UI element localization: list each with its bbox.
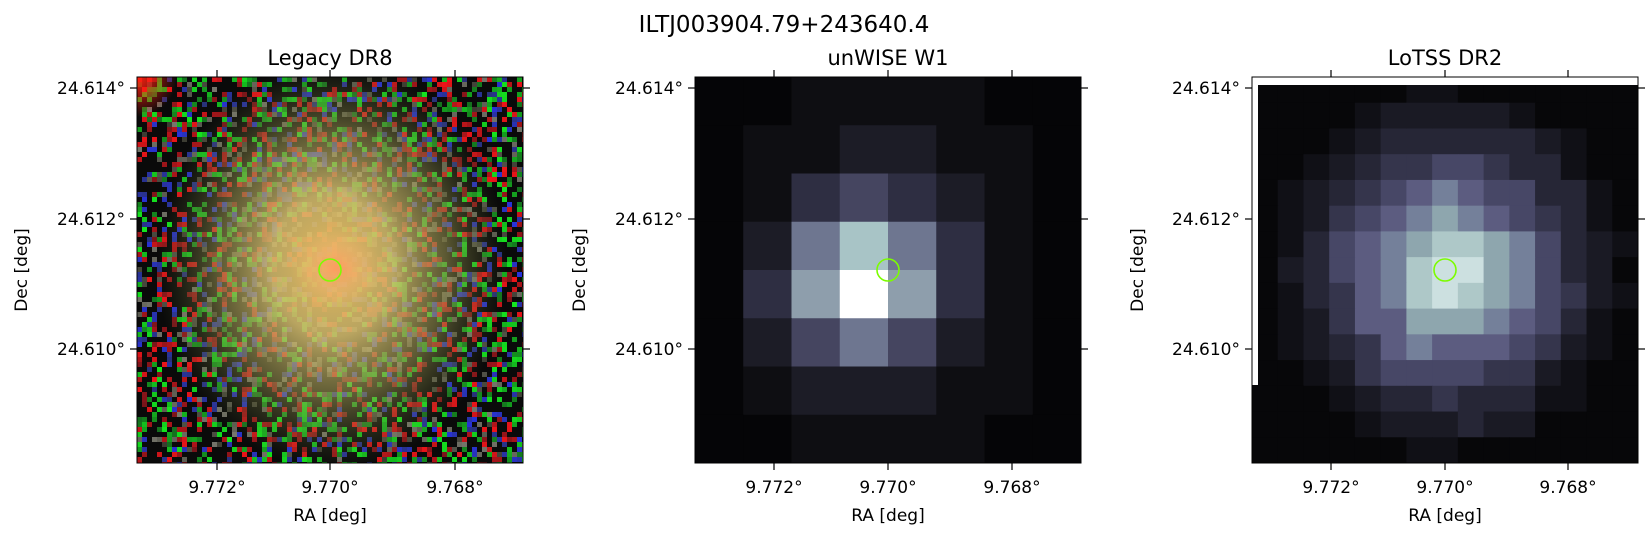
ticks: [130, 70, 530, 470]
source-marker: [318, 258, 342, 282]
y-tick-label: 24.614°: [57, 79, 125, 99]
x-axis-label: RA [deg]: [1408, 506, 1481, 526]
x-tick-label: 9.772°: [745, 478, 802, 498]
y-axis-label: Dec [deg]: [1128, 228, 1148, 312]
panel-legacy-dr8: Legacy DR8 9.772° 9.770° 9.768° 24.614° …: [12, 46, 530, 526]
x-tick-label: 9.770°: [301, 478, 358, 498]
x-axis-label: RA [deg]: [293, 506, 366, 526]
y-tick-label: 24.610°: [57, 340, 125, 360]
y-tick-label: 24.610°: [615, 340, 683, 360]
y-tick-label: 24.612°: [57, 210, 125, 230]
radio-image: [1252, 77, 1638, 463]
y-tick-label: 24.610°: [1172, 340, 1240, 360]
x-tick-label: 9.768°: [983, 478, 1040, 498]
x-tick-label: 9.770°: [859, 478, 916, 498]
x-tick-label: 9.772°: [1302, 478, 1359, 498]
blank-border-left: [1252, 77, 1258, 385]
ticks: [1245, 70, 1645, 470]
y-axis-label: Dec [deg]: [12, 228, 32, 312]
y-tick-label: 24.612°: [1172, 210, 1240, 230]
panel-title: LoTSS DR2: [1388, 46, 1502, 70]
figure-title: ILTJ003904.79+243640.4: [639, 12, 930, 38]
source-marker: [876, 258, 900, 282]
infrared-image: [695, 77, 1081, 463]
corner-star: [137, 77, 177, 117]
y-tick-label: 24.614°: [1172, 79, 1240, 99]
blank-border-top: [1252, 77, 1638, 85]
galaxy-core: [291, 228, 381, 308]
panel-title: unWISE W1: [828, 46, 949, 70]
x-tick-label: 9.768°: [1539, 478, 1596, 498]
x-tick-label: 9.768°: [426, 478, 483, 498]
x-tick-label: 9.772°: [188, 478, 245, 498]
ticks: [688, 70, 1088, 470]
source-marker: [1433, 258, 1457, 282]
y-tick-label: 24.614°: [615, 79, 683, 99]
x-tick-label: 9.770°: [1416, 478, 1473, 498]
panel-unwise-w1: unWISE W1 9.772° 9.770° 9.768° 24.614° 2…: [570, 46, 1088, 526]
y-tick-label: 24.612°: [615, 210, 683, 230]
x-axis-label: RA [deg]: [851, 506, 924, 526]
y-axis-label: Dec [deg]: [570, 228, 590, 312]
panel-lotss-dr2: LoTSS DR2 9.772° 9.770° 9.768° 24.614° 2…: [1128, 46, 1645, 526]
panel-title: Legacy DR8: [267, 46, 392, 70]
